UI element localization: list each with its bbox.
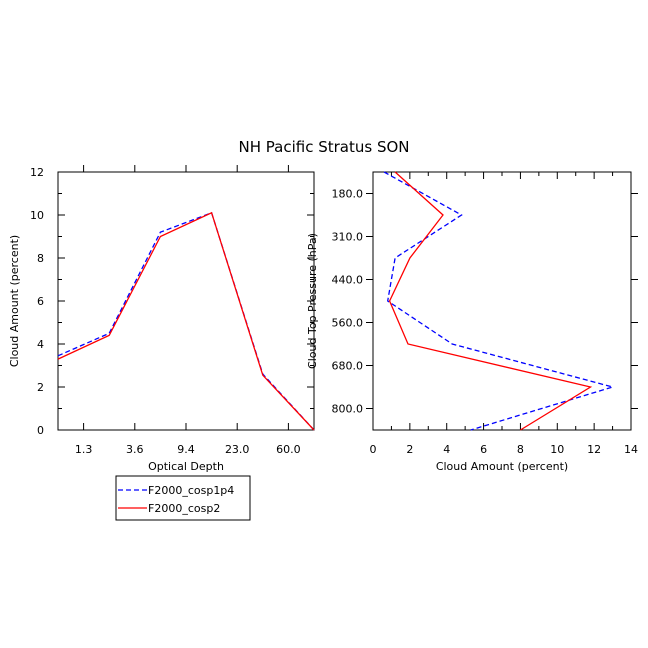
y-tick-label: 6: [37, 295, 44, 308]
x-tick-label: 3.6: [126, 443, 144, 456]
plot-frame: [57, 171, 315, 431]
y-tick-label: 180.0: [332, 188, 364, 201]
x-tick-label: 0: [370, 443, 377, 456]
y-tick-label: 560.0: [332, 317, 364, 330]
optical-depth-panel: 0 2 4 6 8 10 12 1.3 3.6 9.4 23.0 60.0 Optical Depth C…: [8, 165, 315, 473]
y-tick-label: 4: [37, 338, 44, 351]
legend: F2000_cosp1p4 F2000_cosp2: [115, 475, 251, 521]
x-tick-label: 10: [550, 443, 564, 456]
x-tick-label: 60.0: [276, 443, 301, 456]
x-tick-label: 2: [406, 443, 413, 456]
x-tick-label: 9.4: [177, 443, 195, 456]
series-line-F2000_cosp2: [388, 171, 593, 431]
legend-label-cosp2: F2000_cosp2: [148, 502, 220, 515]
series-line-F2000_cosp1p4: [383, 171, 615, 431]
y-tick-label: 800.0: [332, 403, 364, 416]
y-axis-label: Cloud Amount (percent): [8, 235, 21, 367]
cloud-top-pressure-panel: 0 2 4 6 8 10 12 14 180.0 310.0 440.0 560.0 680.0 800.…: [306, 171, 638, 473]
y-tick-label: 310.0: [332, 231, 364, 244]
x-axis-label: Cloud Amount (percent): [436, 460, 568, 473]
series-line-F2000_cosp2: [57, 211, 315, 431]
y-tick-label: 8: [37, 252, 44, 265]
y-tick-label: 2: [37, 381, 44, 394]
legend-box: [115, 475, 251, 521]
series-line-F2000_cosp1p4: [57, 211, 315, 431]
plot-frame: [372, 171, 632, 431]
y-tick-label: 12: [30, 166, 44, 179]
chart-title: NH Pacific Stratus SON: [239, 138, 410, 156]
y-axis-label: Cloud Top Pressure (hPa): [306, 233, 319, 369]
x-axis-label: Optical Depth: [148, 460, 224, 473]
x-tick-label: 6: [480, 443, 487, 456]
x-tick-label: 8: [517, 443, 524, 456]
x-tick-label: 4: [443, 443, 450, 456]
y-tick-label: 440.0: [332, 274, 364, 287]
y-tick-label: 10: [30, 209, 44, 222]
x-tick-label: 23.0: [225, 443, 250, 456]
legend-label-cosp1p4: F2000_cosp1p4: [148, 484, 234, 497]
y-tick-label: 0: [37, 424, 44, 437]
x-tick-label: 14: [624, 443, 638, 456]
y-tick-label: 680.0: [332, 360, 364, 373]
x-tick-label: 1.3: [75, 443, 93, 456]
x-tick-label: 12: [587, 443, 601, 456]
